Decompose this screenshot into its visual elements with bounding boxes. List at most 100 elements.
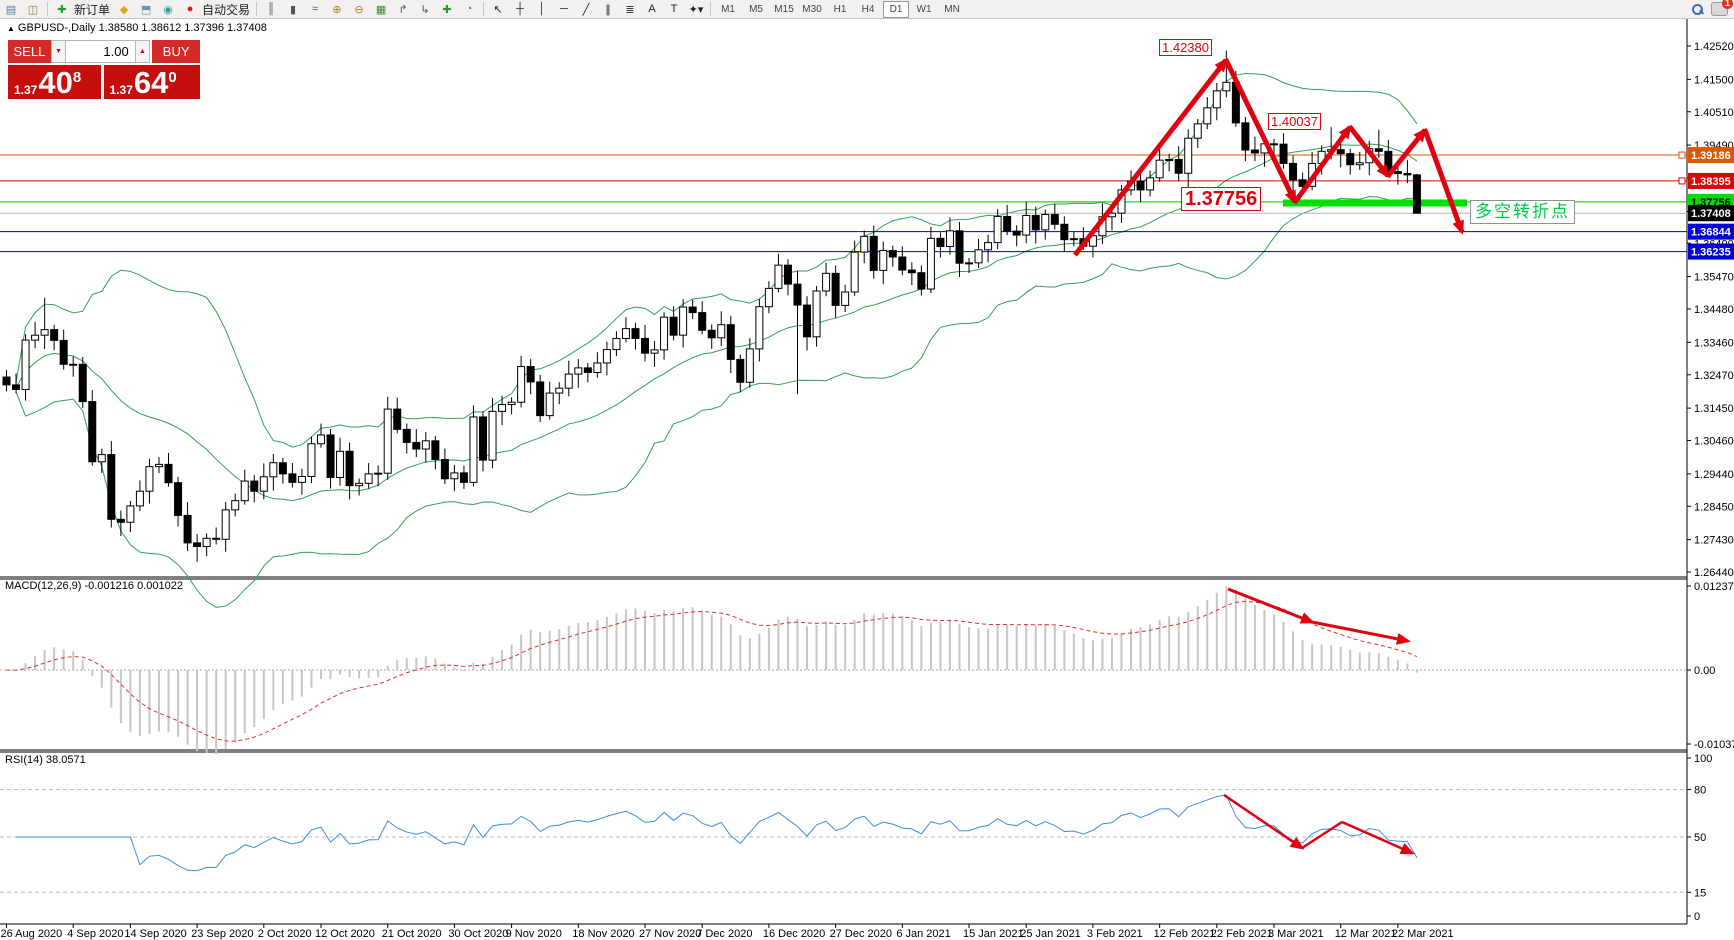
toolbar-separator [710,2,712,16]
svg-text:1.32470: 1.32470 [1694,370,1734,382]
turning-point-note[interactable]: 多空转折点 [1470,200,1575,224]
svg-text:2 Oct 2020: 2 Oct 2020 [258,928,312,940]
retest-price-annotation[interactable]: 1.40037 [1268,113,1321,130]
volume-input[interactable]: 1.00 [66,40,135,63]
peak-price-annotation[interactable]: 1.42380 [1159,39,1212,56]
search-icon[interactable] [1691,3,1704,15]
zoom-out-icon[interactable]: ⊖ [354,3,364,16]
timeframe-m1-button[interactable]: M1 [721,3,735,15]
macd-axis: 0.012372 0.00 -0.010374 [1687,581,1734,751]
macd-signal-line [6,600,1418,742]
svg-text:0.00: 0.00 [1694,665,1715,677]
new-order-icon-label[interactable]: 新订单 [74,2,111,17]
svg-text:1.29440: 1.29440 [1694,469,1734,481]
trend-zigzag-arrows[interactable] [1073,57,1465,257]
text-label-icon[interactable]: T [670,3,678,15]
svg-text:-0.010374: -0.010374 [1694,739,1734,751]
timeframe-mn-button[interactable]: MN [944,3,960,15]
svg-text:15: 15 [1694,887,1706,899]
chart-style-icon[interactable]: ◆ [119,3,129,16]
timeframe-m5-button[interactable]: M5 [749,3,763,15]
buy-price-pips: 64 [133,65,169,100]
sell-price[interactable]: 1.37 40 8 [8,65,101,99]
toolbar-separator [47,2,48,16]
buy-button[interactable]: BUY [152,40,200,63]
svg-text:23 Sep 2020: 23 Sep 2020 [191,928,253,940]
autotrade-icon[interactable]: ● [186,3,194,15]
signal-icon[interactable]: ◉ [163,3,173,16]
vertical-line-icon[interactable]: │ [538,3,546,15]
candle-chart-icon[interactable]: ▮ [290,3,297,16]
fibonacci-icon[interactable]: ≣ [625,3,635,16]
svg-text:4 Sep 2020: 4 Sep 2020 [67,928,123,940]
svg-text:100: 100 [1694,753,1712,765]
svg-text:1.40510: 1.40510 [1694,107,1734,119]
symbol-collapse-icon[interactable]: ▲ [7,24,15,33]
cursor-icon[interactable]: ↖ [493,3,503,16]
timeframe-m15-button[interactable]: M15 [774,3,794,15]
svg-text:1.39186: 1.39186 [1691,150,1731,162]
period-clock-icon[interactable]: ◔ [465,3,473,15]
zoom-in-icon[interactable]: ⊕ [332,3,342,16]
svg-text:1.41500: 1.41500 [1694,74,1734,86]
add-chart-icon[interactable]: ✚ [442,3,452,16]
indicator-up-icon[interactable]: ↱ [398,3,408,16]
svg-text:30 Oct 2020: 30 Oct 2020 [448,928,508,940]
volume-decrease-button[interactable]: ▼ [50,40,67,63]
terminal-icon[interactable]: ⬒ [140,3,152,16]
channel-icon[interactable]: ∥ [605,3,611,16]
toolbar-separator [256,2,258,16]
price-badges: 1.391861.383951.377561.374081.368441.362… [1688,147,1734,260]
bar-chart-icon[interactable]: ║ [267,3,275,15]
date-axis[interactable]: 26 Aug 2020 4 Sep 2020 14 Sep 2020 23 Sep 2… [1,924,1454,940]
sell-price-point: 8 [72,69,82,86]
support-price-annotation[interactable]: 1.37756 [1181,187,1262,211]
new-order-icon[interactable]: ✚ [57,3,67,16]
chart-header: ▲ GBPUSD-,Daily 1.38580 1.38612 1.37396 1… [7,22,267,34]
one-click-trading-panel: SELL ▼ 1.00 ▲ BUY 1.37 40 8 1.37 64 0 [8,40,200,99]
svg-text:1.31450: 1.31450 [1694,403,1734,415]
svg-text:26 Aug 2020: 26 Aug 2020 [1,928,63,940]
macd-arrows[interactable] [1227,587,1411,645]
timeframe-m30-button[interactable]: M30 [802,3,822,15]
svg-text:25 Jan 2021: 25 Jan 2021 [1020,928,1081,940]
autotrade-icon-label[interactable]: 自动交易 [202,2,251,17]
svg-text:1.38395: 1.38395 [1691,176,1731,188]
svg-text:0: 0 [1694,911,1700,923]
sell-price-base: 1.37 [14,83,38,97]
svg-text:14 Sep 2020: 14 Sep 2020 [124,928,186,940]
horizontal-line-icon[interactable]: ─ [560,3,568,15]
svg-text:9 Nov 2020: 9 Nov 2020 [506,928,562,940]
svg-text:27 Nov 2020: 27 Nov 2020 [639,928,701,940]
timeframe-w1-button[interactable]: W1 [916,3,932,15]
svg-text:1.28450: 1.28450 [1694,501,1734,513]
volume-increase-button[interactable]: ▲ [134,40,151,63]
svg-text:3 Feb 2021: 3 Feb 2021 [1087,928,1143,940]
svg-text:1.36844: 1.36844 [1691,227,1732,239]
sell-button[interactable]: SELL [8,40,51,63]
line-chart-icon[interactable]: ≈ [312,3,319,15]
svg-text:1.34480: 1.34480 [1694,304,1734,316]
chart-window-icon[interactable]: ▤ [5,3,17,16]
shapes-icon[interactable]: ✦▾ [688,3,704,16]
crosshair-icon[interactable]: ┼ [516,3,524,15]
rsi-arrows[interactable] [1223,793,1415,855]
timeframe-h1-button[interactable]: H1 [833,3,847,15]
buy-price[interactable]: 1.37 64 0 [103,65,200,100]
svg-text:27 Dec 2020: 27 Dec 2020 [830,928,892,940]
notifications-icon[interactable]: 1 [1711,0,1733,16]
toolbar-separator [483,2,485,16]
indicator-add-icon[interactable]: ↳ [420,3,430,16]
chart-header-text: GBPUSD-,Daily 1.38580 1.38612 1.37396 1.… [17,22,267,34]
svg-text:0.012372: 0.012372 [1694,581,1734,593]
rsi-indicator-label: RSI(14) 38.0571 [5,754,86,766]
timeframe-h4-button[interactable]: H4 [861,3,875,15]
rsi-line [16,794,1418,872]
tile-windows-icon[interactable]: ▦ [375,3,387,16]
trendline-icon[interactable]: ╱ [582,3,590,16]
macd-indicator-label: MACD(12,26,9) -0.001216 0.001022 [5,580,183,592]
chart-preview-icon[interactable]: ◫ [27,3,39,16]
text-icon[interactable]: A [648,3,656,15]
timeframe-d1-button[interactable]: D1 [883,0,910,18]
